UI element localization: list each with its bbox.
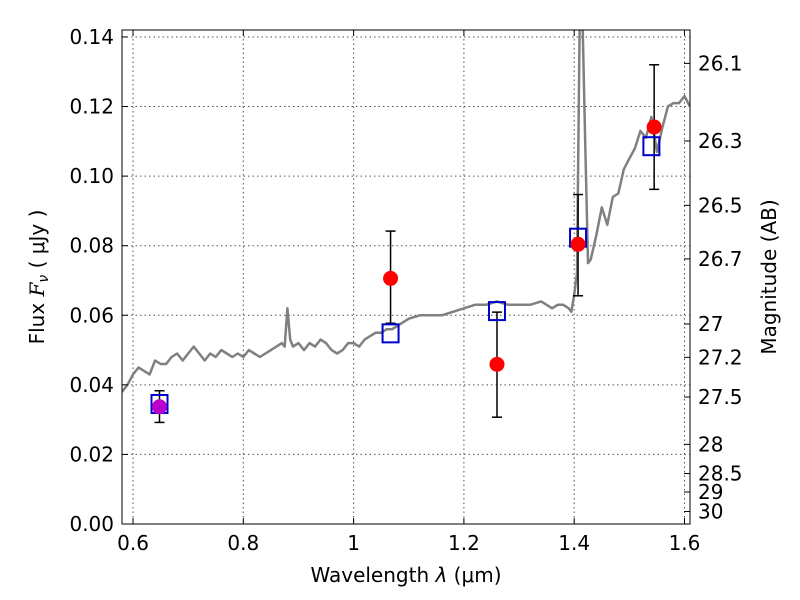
plot-frame [121, 29, 691, 525]
right-tick-label: 26.1 [698, 51, 743, 75]
right-tick-label: 27.5 [698, 385, 743, 409]
observed-flux-point [151, 399, 167, 415]
right-tick-label: 26.7 [698, 247, 743, 271]
right-tick-label: 28 [698, 432, 723, 456]
grid-lines [122, 30, 690, 525]
y-tick-label: 0.04 [69, 373, 114, 397]
right-tick-label: 29 [698, 480, 723, 504]
x-tick-label: 1.2 [448, 531, 480, 555]
x-tick-label: 0.6 [117, 531, 149, 555]
y-tick-label: 0.02 [69, 442, 114, 466]
x-axis-title-unit: (μm) [447, 563, 501, 587]
x-tick-label: 0.8 [227, 531, 259, 555]
model-photometry-square [642, 136, 661, 157]
right-tick-label: 27 [698, 312, 723, 336]
y-tick-label: 0.00 [69, 512, 114, 536]
x-axis-title-symbol: λ [434, 563, 447, 587]
right-axis-title: Magnitude (AB) [757, 199, 781, 354]
tick-labels: 0.6 0.8 1 1.2 1.4 1.6 0.00 0.02 0.04 0.06 0.08 0.10… [69, 25, 742, 555]
y-tick-label: 0.06 [69, 303, 114, 327]
y-axis-title-prefix: Flux [25, 296, 49, 344]
x-tick-label: 1.6 [669, 531, 701, 555]
x-tick-label: 1 [347, 531, 360, 555]
observed-flux-point [646, 119, 662, 135]
observed-flux-point [570, 236, 586, 252]
y-tick-label: 0.08 [69, 234, 114, 258]
right-tick-label: 26.3 [698, 129, 743, 153]
right-tick-label: 30 [698, 499, 723, 523]
y-tick-label: 0.12 [69, 95, 114, 119]
y-tick-label: 0.14 [69, 25, 114, 49]
x-axis-title: Wavelength λ (μm) [310, 563, 501, 587]
tick-marks [122, 30, 690, 525]
spectrum-line [122, 30, 690, 393]
observed-flux-point [489, 356, 505, 372]
x-tick-label: 1.4 [558, 531, 590, 555]
x-axis-title-prefix: Wavelength [310, 563, 435, 587]
plot-area [122, 30, 690, 424]
model-photometry-square [381, 323, 400, 344]
y-axis-title-unit: ( μJy ) [25, 210, 49, 275]
model-photometry-square [487, 301, 506, 322]
right-tick-label: 27.2 [698, 345, 743, 369]
right-tick-label: 28.5 [698, 462, 743, 486]
y-axis-title-subscript: ν [36, 275, 52, 283]
right-tick-label: 26.5 [698, 193, 743, 217]
y-tick-label: 0.10 [69, 164, 114, 188]
y-axis-title-symbol: F [25, 281, 49, 297]
observed-flux-point [383, 270, 399, 286]
y-axis-title: Flux Fν ( μJy ) [25, 210, 52, 345]
